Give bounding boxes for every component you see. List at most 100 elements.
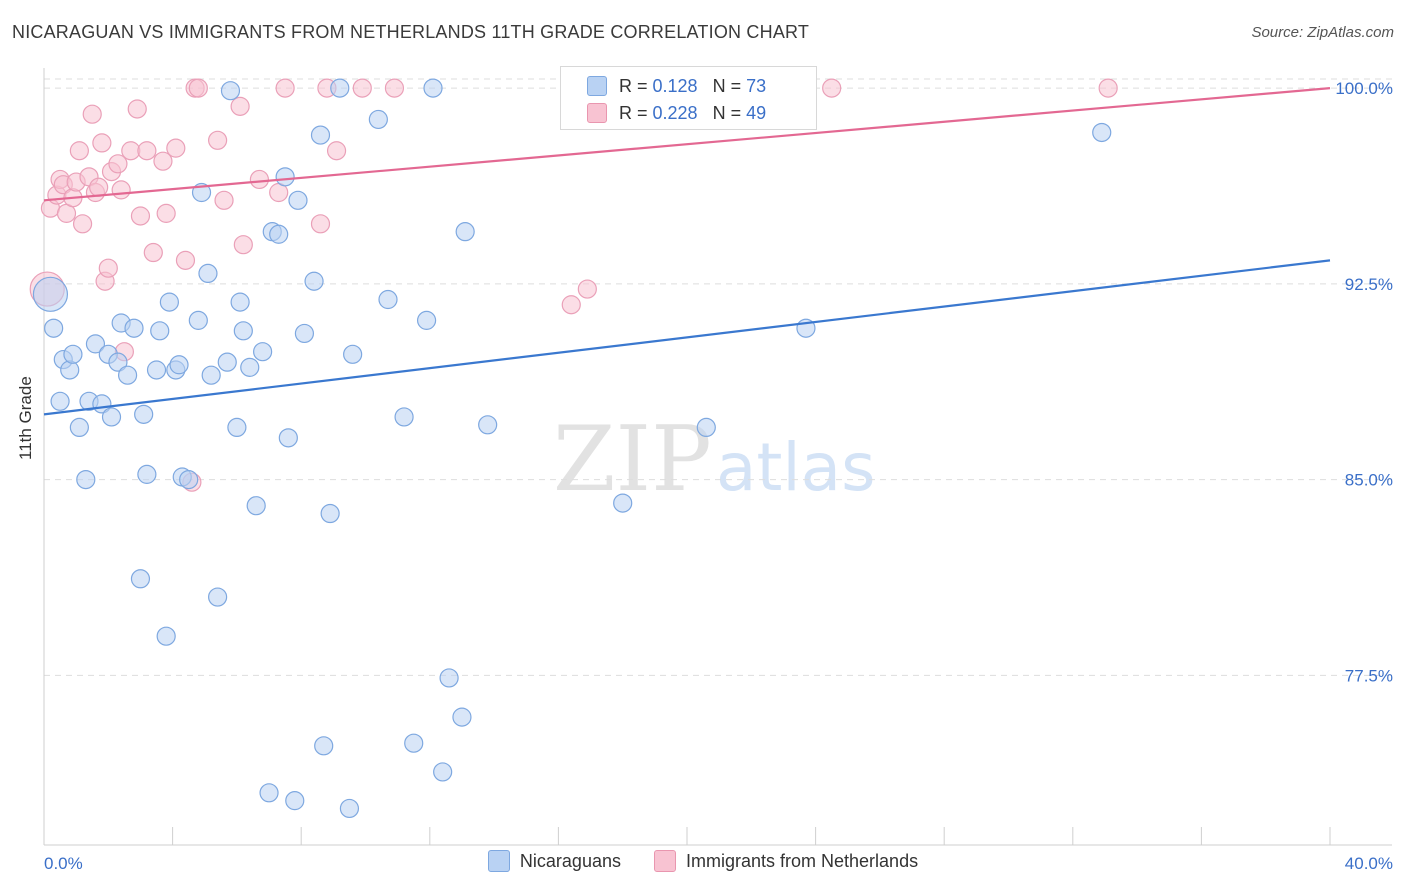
data-point <box>455 222 475 242</box>
data-point <box>339 798 360 819</box>
data-point <box>44 318 64 338</box>
data-point <box>416 310 437 330</box>
data-point <box>127 99 147 119</box>
r-label: R = <box>619 75 653 96</box>
data-point <box>259 783 279 803</box>
watermark-zip: ZIP <box>553 407 712 512</box>
n-label: N = <box>712 102 747 123</box>
data-point <box>404 733 424 753</box>
legend-swatch-blue <box>487 850 510 872</box>
data-point <box>92 133 112 153</box>
stats-swatch-blue <box>587 76 607 96</box>
data-point <box>188 78 208 98</box>
data-point <box>343 344 363 364</box>
data-point <box>50 391 70 411</box>
gridlines <box>44 78 1392 676</box>
data-point <box>230 96 250 116</box>
data-point <box>166 138 186 158</box>
data-point <box>188 310 208 330</box>
series-nicaraguans <box>32 78 1112 819</box>
data-point <box>326 141 347 161</box>
y-axis-label: 11th Grade <box>16 376 35 460</box>
data-point <box>269 224 289 244</box>
stats-row-blue: R = 0.128 N = 73 <box>587 73 766 99</box>
data-point <box>696 417 716 437</box>
data-point <box>423 78 443 98</box>
data-point <box>179 470 199 490</box>
y-tick-label: 77.5% <box>1345 666 1393 685</box>
data-point <box>253 342 273 362</box>
data-point <box>150 321 170 341</box>
data-point <box>69 141 89 161</box>
data-point <box>613 493 633 513</box>
legend-item-netherlands[interactable]: Immigrants from Netherlands <box>654 850 918 872</box>
stats-row-pink: R = 0.228 N = 49 <box>587 100 766 126</box>
data-point <box>227 417 247 437</box>
data-point <box>198 263 218 284</box>
data-point <box>230 292 250 312</box>
data-point <box>146 360 167 380</box>
data-point <box>330 78 350 98</box>
data-point <box>233 235 253 255</box>
r-label: R = <box>619 102 653 123</box>
data-point <box>63 344 83 364</box>
x-tick-label: 0.0% <box>44 854 83 873</box>
data-point <box>82 104 102 124</box>
n-label: N = <box>712 75 747 96</box>
data-point <box>478 415 498 435</box>
legend-item-nicaraguans[interactable]: Nicaraguans <box>487 850 621 872</box>
watermark-atlas: atlas <box>716 429 876 506</box>
data-point <box>89 177 109 197</box>
data-point <box>98 258 118 278</box>
y-tick-label: 100.0% <box>1335 79 1393 98</box>
data-point <box>121 141 141 161</box>
data-point <box>288 190 308 210</box>
legend-swatch-pink <box>654 850 676 872</box>
data-point <box>249 169 270 190</box>
data-point <box>275 167 295 187</box>
data-point <box>368 109 388 130</box>
data-point <box>352 78 372 98</box>
n-value-pink: 49 <box>746 102 767 123</box>
data-point <box>108 352 128 372</box>
data-point <box>201 365 221 385</box>
data-point <box>233 321 253 341</box>
data-point <box>246 496 266 516</box>
data-point <box>304 271 324 291</box>
r-value-pink: 0.228 <box>652 102 698 123</box>
n-value-blue: 73 <box>746 75 767 96</box>
data-point <box>117 365 138 385</box>
data-point <box>72 214 93 234</box>
data-point <box>32 276 69 312</box>
data-point <box>561 295 581 315</box>
data-point <box>394 407 414 427</box>
data-point <box>1092 122 1112 143</box>
data-point <box>577 279 597 299</box>
data-point <box>320 503 340 524</box>
data-point <box>314 736 334 756</box>
data-point <box>124 318 144 338</box>
data-point <box>294 323 315 344</box>
data-point <box>143 242 163 263</box>
data-point <box>378 289 398 310</box>
data-point <box>433 762 453 782</box>
trend-line-netherlands <box>43 87 1331 202</box>
data-point <box>310 214 331 234</box>
data-point <box>130 569 151 589</box>
data-point <box>108 154 128 174</box>
data-point <box>278 428 298 448</box>
tick-labels: 77.5% 85.0% 92.5% 100.0% 0.0% 40.0% <box>44 79 1393 873</box>
data-point <box>76 470 96 490</box>
data-point <box>208 130 228 150</box>
data-point <box>137 464 157 484</box>
data-point <box>384 78 405 98</box>
data-point <box>137 141 157 161</box>
data-point <box>134 404 154 424</box>
data-point <box>85 334 106 354</box>
trend-line-nicaraguans <box>43 259 1331 416</box>
legend-label-nicaraguans: Nicaraguans <box>519 850 621 871</box>
data-point <box>111 180 131 200</box>
data-point <box>1098 78 1118 98</box>
data-point <box>310 125 331 145</box>
